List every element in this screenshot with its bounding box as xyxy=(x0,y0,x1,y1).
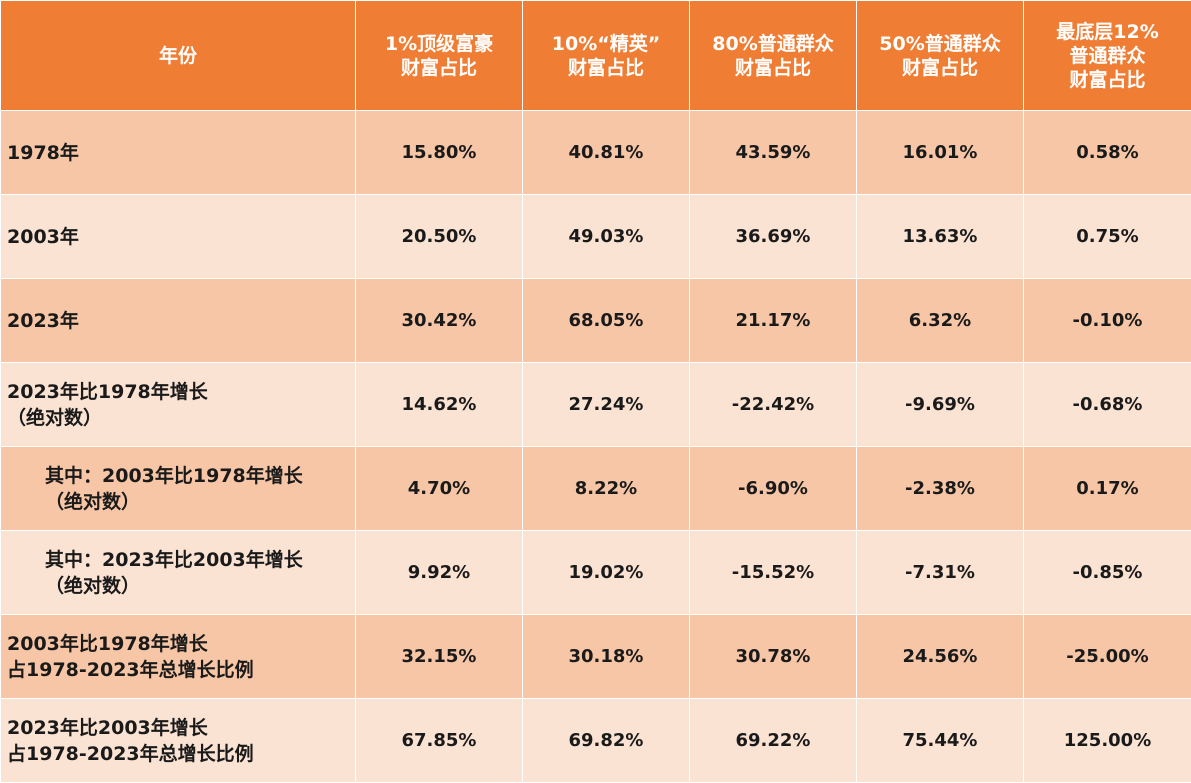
header-text: 普通群众 xyxy=(1069,44,1146,67)
row-label: 其中：2023年比2003年增长 （绝对数） xyxy=(0,530,356,615)
table-cell: -22.42% xyxy=(689,362,857,447)
row-label-text: 2023年 xyxy=(7,309,79,332)
table-cell: 4.70% xyxy=(355,446,523,531)
table-row: 2023年比1978年增长 （绝对数） 14.62% 27.24% -22.42% -9.… xyxy=(0,362,1191,447)
header-text: 年份 xyxy=(158,44,197,67)
header-text: 50%普通群众 xyxy=(879,32,1001,55)
row-label-text: （绝对数） xyxy=(7,406,103,429)
row-label: 2023年 xyxy=(0,278,356,363)
table-cell: 20.50% xyxy=(355,194,523,279)
table-cell: 24.56% xyxy=(856,614,1024,699)
table-cell: 43.59% xyxy=(689,110,857,195)
row-label-text: （绝对数） xyxy=(45,574,141,597)
table-cell: 9.92% xyxy=(355,530,523,615)
table-row: 2003年比1978年增长 占1978-2023年总增长比例 32.15% 30.18… xyxy=(0,614,1191,699)
table-cell: 16.01% xyxy=(856,110,1024,195)
table-cell: 69.82% xyxy=(522,698,690,783)
table-header: 年份 1%顶级富豪 财富占比 10%“精英” 财富占比 80%普通群众 财富占比 50%普通群… xyxy=(0,0,1191,111)
table-body: 1978年 15.80% 40.81% 43.59% 16.01% 0.58% 2003年 2… xyxy=(0,110,1191,783)
header-text: 1%顶级富豪 xyxy=(384,32,494,55)
column-header-3: 80%普通群众 财富占比 xyxy=(689,0,857,111)
table-cell: 21.17% xyxy=(689,278,857,363)
table-cell: -9.69% xyxy=(856,362,1024,447)
table-cell: 69.22% xyxy=(689,698,857,783)
table-row: 2003年 20.50% 49.03% 36.69% 13.63% 0.75% xyxy=(0,194,1191,279)
table-cell: 14.62% xyxy=(355,362,523,447)
header-text: 财富占比 xyxy=(567,56,644,79)
table-cell: 6.32% xyxy=(856,278,1024,363)
column-header-2: 10%“精英” 财富占比 xyxy=(522,0,690,111)
table-cell: 68.05% xyxy=(522,278,690,363)
row-label-text: （绝对数） xyxy=(45,490,141,513)
row-label-text: 占1978-2023年总增长比例 xyxy=(7,742,254,765)
row-label-text: 其中：2023年比2003年增长 xyxy=(45,548,303,571)
table-cell: 75.44% xyxy=(856,698,1024,783)
table-cell: -25.00% xyxy=(1023,614,1191,699)
table-cell: 0.58% xyxy=(1023,110,1191,195)
row-label-text: 1978年 xyxy=(7,141,79,164)
row-label-text: 2003年 xyxy=(7,225,79,248)
table-cell: -0.10% xyxy=(1023,278,1191,363)
table-cell: -0.85% xyxy=(1023,530,1191,615)
table-cell: -7.31% xyxy=(856,530,1024,615)
table-cell: 40.81% xyxy=(522,110,690,195)
table-cell: -6.90% xyxy=(689,446,857,531)
table-cell: 19.02% xyxy=(522,530,690,615)
table-cell: -0.68% xyxy=(1023,362,1191,447)
table-cell: 0.75% xyxy=(1023,194,1191,279)
header-text: 80%普通群众 xyxy=(712,32,834,55)
header-text: 最底层12% xyxy=(1056,20,1159,43)
table-cell: 67.85% xyxy=(355,698,523,783)
header-text: 财富占比 xyxy=(734,56,811,79)
column-header-1: 1%顶级富豪 财富占比 xyxy=(355,0,523,111)
row-label: 2003年 xyxy=(0,194,356,279)
row-label-text: 其中：2003年比1978年增长 xyxy=(45,464,303,487)
row-label-text: 2003年比1978年增长 xyxy=(7,632,208,655)
column-header-year: 年份 xyxy=(0,0,356,111)
row-label: 其中：2003年比1978年增长 （绝对数） xyxy=(0,446,356,531)
table-cell: -2.38% xyxy=(856,446,1024,531)
row-label-text: 2023年比1978年增长 xyxy=(7,380,208,403)
table-cell: 8.22% xyxy=(522,446,690,531)
header-text: 财富占比 xyxy=(400,56,477,79)
row-label: 2023年比2003年增长占1978-2023年总增长比例 xyxy=(0,698,356,783)
table-cell: 36.69% xyxy=(689,194,857,279)
table-cell: 15.80% xyxy=(355,110,523,195)
header-row: 年份 1%顶级富豪 财富占比 10%“精英” 财富占比 80%普通群众 财富占比 50%普通群… xyxy=(0,0,1191,111)
header-text: 财富占比 xyxy=(901,56,978,79)
table-cell: 13.63% xyxy=(856,194,1024,279)
table-row: 其中：2023年比2003年增长 （绝对数） 9.92% 19.02% -15.52% -… xyxy=(0,530,1191,615)
table-row: 2023年 30.42% 68.05% 21.17% 6.32% -0.10% xyxy=(0,278,1191,363)
row-label-text: 占1978-2023年总增长比例 xyxy=(7,658,254,681)
row-label: 2003年比1978年增长占1978-2023年总增长比例 xyxy=(0,614,356,699)
header-text: 10%“精英” xyxy=(551,32,661,55)
row-label: 2023年比1978年增长 （绝对数） xyxy=(0,362,356,447)
table-row: 2023年比2003年增长 占1978-2023年总增长比例 67.85% 69.82… xyxy=(0,698,1191,783)
table-row: 其中：2003年比1978年增长 （绝对数） 4.70% 8.22% -6.90% -2.… xyxy=(0,446,1191,531)
table-cell: 32.15% xyxy=(355,614,523,699)
table-cell: 125.00% xyxy=(1023,698,1191,783)
table-cell: 0.17% xyxy=(1023,446,1191,531)
table-cell: 27.24% xyxy=(522,362,690,447)
row-label-text: 2023年比2003年增长 xyxy=(7,716,208,739)
table-cell: 30.18% xyxy=(522,614,690,699)
table-cell: 30.78% xyxy=(689,614,857,699)
table-cell: 49.03% xyxy=(522,194,690,279)
column-header-5: 最底层12% 普通群众 财富占比 xyxy=(1023,0,1191,111)
column-header-4: 50%普通群众 财富占比 xyxy=(856,0,1024,111)
table-cell: -15.52% xyxy=(689,530,857,615)
header-text: 财富占比 xyxy=(1069,68,1146,91)
row-label: 1978年 xyxy=(0,110,356,195)
table-row: 1978年 15.80% 40.81% 43.59% 16.01% 0.58% xyxy=(0,110,1191,195)
table-cell: 30.42% xyxy=(355,278,523,363)
